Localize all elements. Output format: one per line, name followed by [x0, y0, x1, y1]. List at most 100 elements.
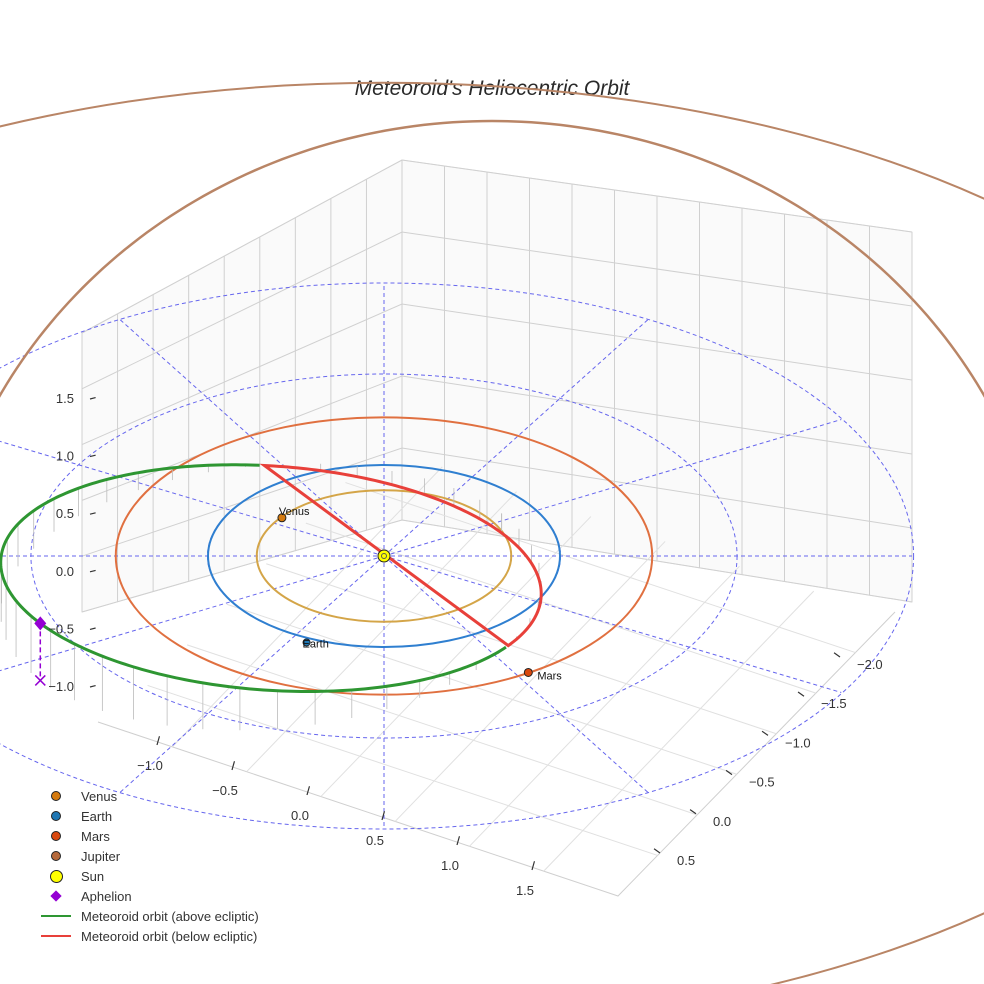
venus-label: Venus	[279, 506, 310, 518]
radial-spoke	[383, 419, 842, 557]
y-axis-tick	[833, 652, 841, 658]
legend-item-sun[interactable]: Sun	[40, 866, 259, 886]
venus-marker	[277, 513, 287, 523]
radial-spoke	[383, 555, 842, 693]
chart-title: Meteoroid's Heliocentric Orbit	[355, 77, 631, 100]
grid-line	[345, 482, 856, 654]
back-panes	[81, 159, 913, 897]
grid-line	[543, 590, 815, 872]
earth-marker	[302, 638, 311, 647]
aphelion-marker	[34, 616, 47, 631]
x-axis-tick	[456, 836, 461, 846]
y-axis-tick	[653, 848, 661, 854]
legend-label: Mars	[81, 828, 110, 844]
orbit-jupiter	[0, 81, 984, 984]
grid-line	[186, 644, 698, 816]
y-axis-tick-label: 0.5	[677, 853, 695, 868]
legend-label: Meteoroid orbit (above ecliptic)	[81, 908, 259, 924]
legend-label: Venus	[81, 788, 118, 804]
grid-line	[469, 565, 740, 847]
y-axis-tick	[761, 730, 769, 736]
grid-line	[246, 491, 517, 773]
z-axis-tick	[89, 627, 96, 630]
orbit-earth	[207, 464, 561, 648]
radial-spoke	[383, 555, 649, 793]
axis-ticks: −1.0 −0.5 0.0 0.5 1.0 1.5 −1.0 −0.5 0.0 0.5 1.0 1.5…	[48, 391, 882, 898]
z-axis-tick-label: 0.0	[56, 564, 74, 579]
back-pane	[81, 159, 913, 613]
x-axis-tick	[531, 861, 536, 871]
radial-spoke	[0, 440, 385, 557]
radial-spoke	[119, 555, 385, 793]
grid-line	[394, 541, 666, 822]
grid-line	[81, 519, 913, 613]
legend-label: Earth	[81, 808, 113, 824]
y-axis-tick	[797, 691, 805, 697]
y-axis-tick-label: −1.0	[785, 735, 811, 750]
grid-line	[266, 563, 777, 735]
x-axis-tick	[231, 761, 236, 771]
orbit-mars	[114, 416, 654, 696]
orbit-venus	[255, 489, 513, 623]
earth-marker-icon	[40, 806, 72, 826]
radial-spoke	[383, 319, 649, 557]
x-axis-tick-label: 0.5	[366, 833, 384, 848]
grid-line	[81, 375, 913, 501]
aphelion-marker-icon	[40, 886, 72, 906]
grid-line	[147, 684, 658, 856]
points: Venus Earth Mars	[34, 506, 562, 686]
legend: Venus Earth Mars Jupiter Sun Aphelion Me…	[40, 786, 259, 946]
orbit-jupiter-outer	[0, 119, 984, 398]
x-axis-tick-label: 0.0	[291, 808, 309, 823]
z-axis-tick	[89, 454, 96, 458]
legend-item-orbit-below[interactable]: Meteoroid orbit (below ecliptic)	[40, 926, 259, 946]
green-line-icon	[40, 906, 72, 926]
x-axis-tick-label: 1.0	[441, 858, 459, 873]
x-axis-tick	[156, 736, 161, 746]
jupiter-marker-icon	[40, 846, 72, 866]
z-axis-tick-label: −1.0	[48, 679, 74, 694]
legend-item-aphelion[interactable]: Aphelion	[40, 886, 259, 906]
floor-edge	[97, 611, 896, 897]
z-axis-tick	[89, 569, 96, 573]
legend-label: Meteoroid orbit (below ecliptic)	[81, 928, 258, 944]
sun-marker	[377, 549, 391, 563]
radial-spoke	[119, 319, 385, 557]
sun-core	[381, 553, 387, 559]
x-axis-tick-label: −0.5	[212, 783, 238, 798]
reference-ring	[0, 282, 914, 830]
planet-orbits	[0, 81, 984, 984]
venus-marker-icon	[40, 786, 72, 806]
mars-label: Mars	[537, 670, 562, 682]
grid-line	[171, 466, 443, 748]
grid-line	[226, 603, 737, 775]
z-axis-tick	[89, 397, 96, 400]
red-line-icon	[40, 926, 72, 946]
grid-line	[305, 522, 817, 694]
grid-line	[81, 159, 913, 334]
y-axis-tick-label: 0.0	[713, 814, 731, 829]
grid-line	[320, 516, 592, 797]
z-axis-tick-label: 0.5	[56, 506, 74, 521]
legend-item-venus[interactable]: Venus	[40, 786, 259, 806]
mars-marker	[523, 667, 533, 677]
legend-item-orbit-above[interactable]: Meteoroid orbit (above ecliptic)	[40, 906, 259, 926]
z-axis-tick-label: −0.5	[48, 621, 74, 636]
legend-item-earth[interactable]: Earth	[40, 806, 259, 826]
grid-line	[81, 447, 913, 557]
radial-spoke	[0, 555, 385, 672]
z-axis-tick	[89, 685, 96, 688]
y-axis-tick-label: −2.0	[857, 657, 883, 672]
z-axis-tick	[89, 512, 96, 515]
x-axis-tick-label: 1.5	[516, 883, 534, 898]
z-axis-tick-label: 1.0	[56, 449, 74, 464]
legend-label: Aphelion	[81, 888, 132, 904]
y-axis-tick-label: −0.5	[749, 775, 775, 790]
mars-marker-icon	[40, 826, 72, 846]
legend-item-mars[interactable]: Mars	[40, 826, 259, 846]
legend-label: Sun	[81, 868, 105, 884]
z-axis-tick-label: 1.5	[56, 391, 74, 406]
y-axis-tick	[689, 809, 697, 815]
legend-item-jupiter[interactable]: Jupiter	[40, 846, 259, 866]
